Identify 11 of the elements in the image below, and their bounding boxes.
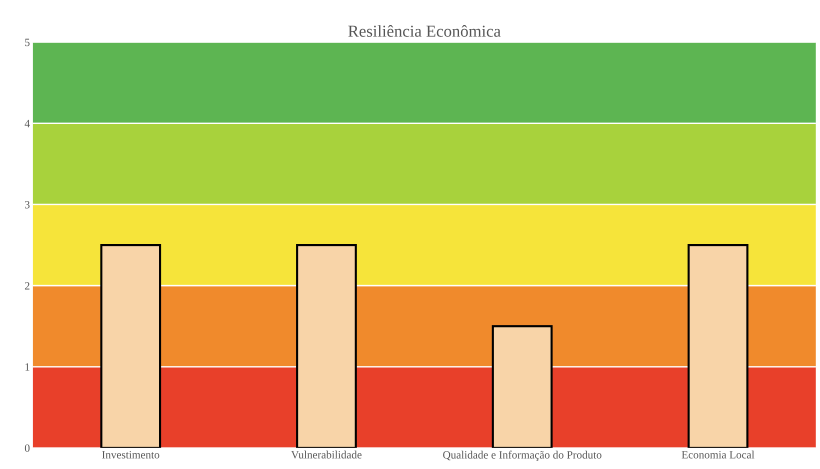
chart-title: Resiliência Econômica (348, 25, 501, 37)
y-tick-label: 3 (25, 200, 30, 208)
y-tick-label: 2 (24, 282, 30, 290)
x-tick-label: Investimento (102, 451, 160, 458)
x-tick-label: Qualidade e Informação do Produto (443, 450, 602, 461)
y-tick-label: 4 (24, 120, 30, 128)
y-tick-label: 1 (25, 363, 30, 371)
y-tick-label: 5 (25, 38, 30, 46)
x-tick-label: Vulnerabilidade (291, 450, 362, 459)
x-tick-label: Economia Local (682, 450, 754, 458)
y-tick-label: 0 (24, 444, 30, 452)
